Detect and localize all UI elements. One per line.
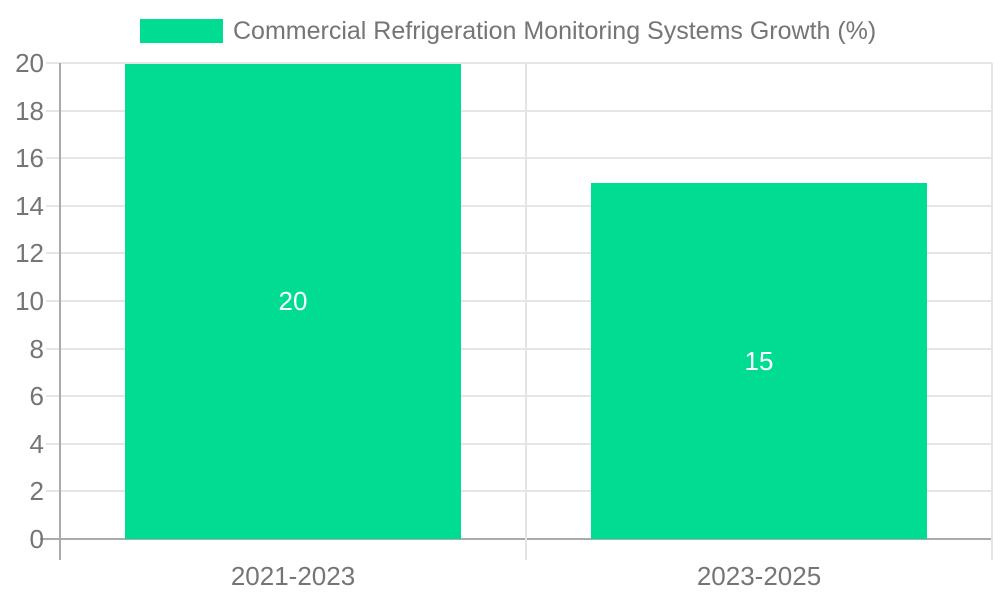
legend-label: Commercial Refrigeration Monitoring Syst… <box>233 16 877 45</box>
bar[interactable] <box>591 183 927 539</box>
y-tick-label: 2 <box>29 476 44 507</box>
y-tick-label: 16 <box>15 143 44 174</box>
legend-swatch <box>140 19 223 43</box>
y-gridline <box>46 442 992 445</box>
bar-value-label: 15 <box>744 345 774 376</box>
y-gridline <box>46 395 992 398</box>
bar[interactable] <box>125 64 461 539</box>
y-tick-label: 18 <box>15 95 44 126</box>
y-gridline <box>46 300 992 302</box>
x-tick-label: 2023-2025 <box>696 561 822 591</box>
y-gridline <box>46 157 992 160</box>
x-gridline <box>991 63 993 560</box>
legend-item[interactable]: Commercial Refrigeration Monitoring Syst… <box>140 17 876 45</box>
y-tick-label: 20 <box>15 48 44 78</box>
x-tick-label: 2021-2023 <box>230 561 356 591</box>
y-gridline <box>46 252 992 255</box>
y-gridline <box>46 347 992 350</box>
bar-value-label: 20 <box>278 286 308 316</box>
y-tick-label: 0 <box>29 524 44 554</box>
y-tick-label: 4 <box>29 428 44 459</box>
y-tick-label: 10 <box>15 286 44 316</box>
y-gridline <box>46 490 992 493</box>
y-tick-label: 8 <box>29 333 44 364</box>
y-gridline <box>46 62 992 64</box>
y-tick-label: 6 <box>29 381 44 412</box>
y-axis-line <box>59 63 61 560</box>
y-gridline <box>46 204 992 207</box>
y-tick-label: 12 <box>15 238 44 269</box>
y-gridline <box>46 109 992 112</box>
x-axis-line <box>40 538 992 540</box>
y-tick-label: 14 <box>15 190 44 221</box>
x-gridline <box>525 63 527 560</box>
